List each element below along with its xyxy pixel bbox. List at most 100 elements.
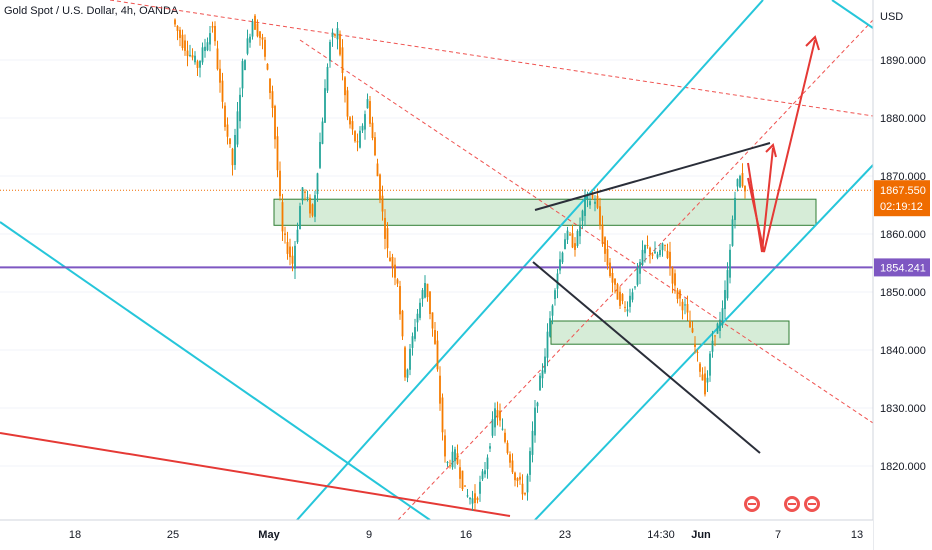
candle-body [374,137,376,156]
candle [566,226,569,245]
candle [446,461,449,467]
plot-area [0,0,873,520]
candle-body [299,206,301,230]
wedge-resistance-line [534,142,771,211]
candle [259,31,261,46]
candle-body [509,454,511,463]
price-axis: USD 1890.000 1880.000 1870.000 1860.000 1850.… [872,0,932,550]
candle [384,209,386,250]
candle-body [581,210,584,221]
candle-body [259,31,261,38]
candle [506,440,509,455]
candle-body [711,340,714,352]
candle-body [446,462,449,464]
candle-body [631,292,634,300]
candle [724,280,726,320]
candle [634,286,636,290]
candle-body [611,273,614,283]
candle-body [314,195,316,217]
candle-body [376,163,379,177]
candle-body [301,187,304,201]
price-tick-label: 1880.000 [880,113,926,125]
channel-upper-line [296,0,764,520]
candle-body [661,243,664,251]
candle [621,293,624,305]
candle [186,40,189,67]
projection-arrowhead-small [765,143,777,158]
candle [534,400,536,443]
candle-body [596,195,599,208]
candle-body [199,60,201,68]
candle-body [489,446,491,449]
candle-body [204,46,206,51]
candle-body [371,122,374,139]
candle [444,429,446,463]
candle [514,471,516,487]
candle-body [689,320,691,328]
dashed-trend-line-down [299,39,873,424]
candle [636,262,639,287]
candle-body [629,295,631,307]
candle [329,39,331,68]
candle-body [441,397,444,433]
candle-body [569,234,571,236]
candle [704,366,706,397]
candle [274,104,276,149]
candle [571,224,574,249]
candle [504,428,506,444]
candle [731,215,734,247]
candle-body [356,141,359,143]
candle [396,278,399,288]
candle-body [739,175,741,188]
candle-body [254,15,256,30]
projection-small-swing [747,147,774,253]
candle-body [279,170,281,197]
candle-body [386,228,389,249]
candle [536,401,539,413]
candle [629,288,631,313]
candle [406,368,409,383]
candle-body [291,255,294,264]
candle [174,18,176,27]
time-tick-label: 9 [366,529,372,541]
dashed-trend-line-up [397,19,873,520]
candle [381,185,384,221]
candle-body [679,290,681,299]
candle [284,226,286,244]
time-tick-label: May [258,529,280,541]
candle-body [251,21,254,37]
candle [611,268,614,293]
candle-body [281,202,284,232]
candle-body [389,257,391,262]
candle [326,63,329,94]
candle [269,78,271,100]
candle [399,280,401,320]
candle [581,209,584,229]
candle-body [636,267,639,285]
candle-body [396,279,399,284]
candle [524,492,526,496]
candle [551,304,554,325]
dashed-resistance-line [109,0,873,117]
candle [701,367,704,381]
candle-body [334,34,336,36]
candle-body [476,497,479,501]
price-tick-label: 1820.000 [880,461,926,473]
candle [271,85,274,118]
candle [264,37,266,61]
candle-body [191,55,194,58]
candle [426,283,429,302]
candle-body [676,290,679,299]
projection-arrowhead [805,35,820,51]
candle-body [714,335,716,337]
candle [559,251,561,275]
candle-body [544,356,546,373]
candle [491,411,494,438]
candle [191,48,194,61]
candle [681,299,684,320]
candle [521,474,524,500]
candle-body [304,191,306,193]
candle [694,336,696,354]
candle [361,123,364,133]
